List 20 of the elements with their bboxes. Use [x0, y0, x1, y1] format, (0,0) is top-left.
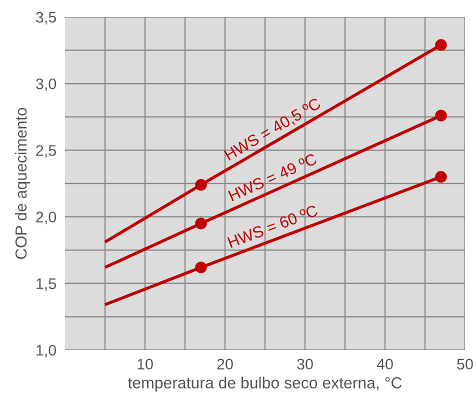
y-tick-label: 2,0	[36, 212, 56, 224]
point	[435, 39, 447, 51]
point	[195, 178, 207, 191]
x-axis-title: temperatura de bulbo seco externa, °C	[128, 376, 402, 392]
y-tick-label: 1,5	[36, 278, 56, 291]
x-tick-label: 30	[297, 358, 313, 370]
y-tick-label: 1,0	[36, 344, 56, 358]
x-tick-label: 10	[138, 358, 153, 370]
y-tick-label: 3,0	[36, 78, 56, 92]
x-tick-label: 50	[457, 358, 473, 370]
point	[435, 170, 447, 183]
y-tick-label: 3,5	[36, 12, 56, 24]
x-tick-label: 20	[217, 358, 233, 370]
y-axis-title: COP de aquecimento	[14, 108, 30, 259]
point	[195, 218, 207, 230]
point	[435, 110, 447, 122]
y-tick-label: 2,5	[36, 145, 56, 158]
x-tick-label: 40	[376, 358, 393, 370]
point	[195, 262, 207, 274]
text: HWS = 60 ºC	[227, 204, 318, 248]
